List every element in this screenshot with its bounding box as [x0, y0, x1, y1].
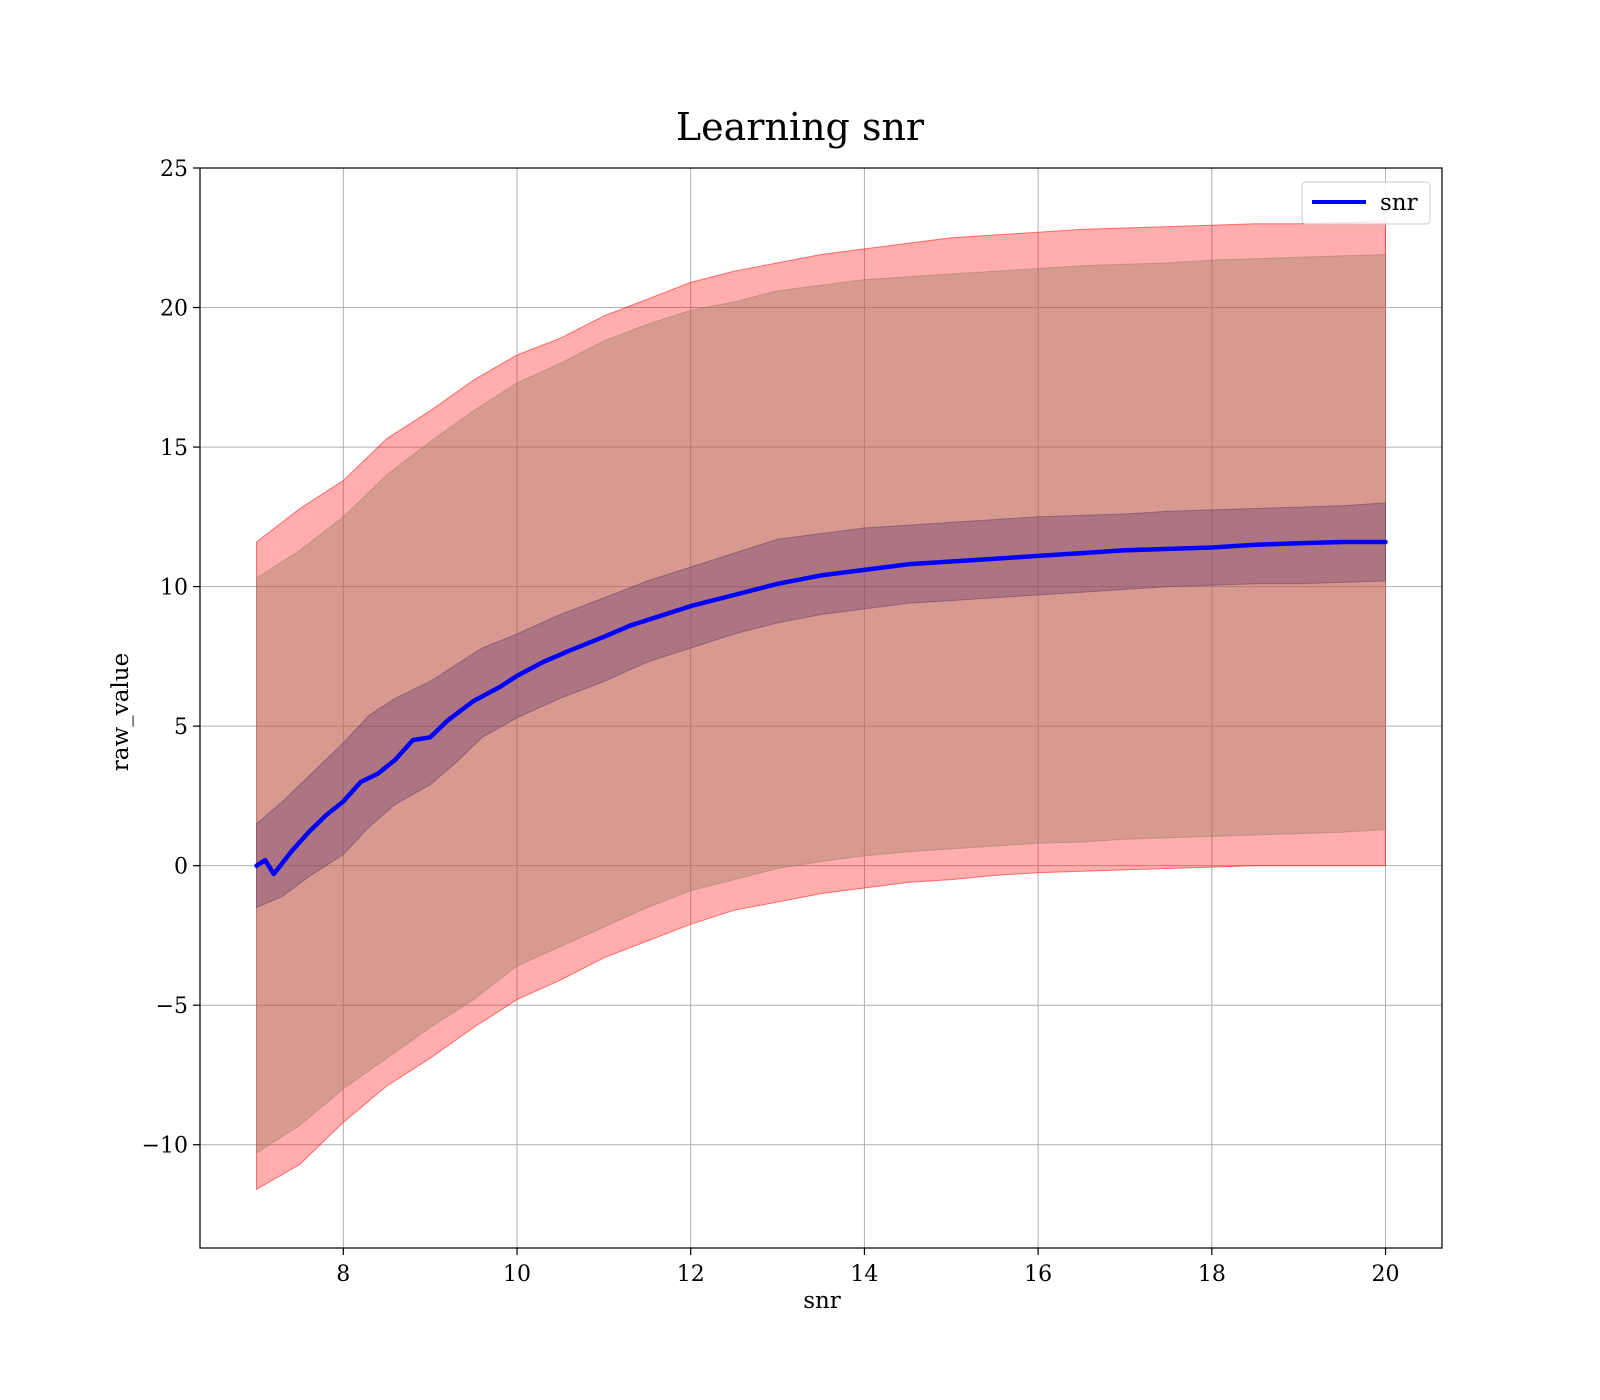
- chart-title: Learning snr: [676, 105, 925, 149]
- plot-frame: [199, 167, 1443, 1249]
- confidence-bands: [256, 220, 1386, 1191]
- plot-background: [200, 168, 1442, 1248]
- y-tick-label: 0: [174, 855, 188, 880]
- y-axis-label: raw_value: [108, 653, 134, 771]
- y-axis-ticks: −10 −5 0 5 10 15 20 25: [142, 157, 200, 1159]
- series-line-snr: [254, 539, 1388, 877]
- x-tick-label: 18: [1198, 1262, 1226, 1287]
- legend: snr: [1301, 181, 1431, 225]
- legend-label-snr: snr: [1380, 190, 1418, 216]
- x-tick-label: 16: [1024, 1262, 1052, 1287]
- x-axis-ticks: 8 10 12 14 16 18 20: [336, 1248, 1400, 1287]
- y-tick-label: 25: [160, 157, 188, 182]
- x-tick-label: 8: [336, 1262, 350, 1287]
- y-tick-label: 20: [160, 297, 188, 322]
- y-tick-label: 10: [160, 576, 188, 601]
- x-axis-label: snr: [803, 1288, 841, 1314]
- x-tick-label: 20: [1372, 1262, 1400, 1287]
- plot-area: [199, 167, 1443, 1249]
- band-outer: [256, 220, 1386, 1191]
- x-tick-label: 10: [503, 1262, 531, 1287]
- y-tick-label: 5: [174, 715, 188, 740]
- y-tick-label: −10: [142, 1134, 188, 1159]
- y-tick-label: −5: [156, 994, 188, 1019]
- x-tick-label: 14: [850, 1262, 878, 1287]
- x-tick-label: 12: [677, 1262, 705, 1287]
- y-tick-label: 15: [160, 436, 188, 461]
- band-middle: [256, 253, 1386, 1155]
- series-lines: [254, 539, 1388, 877]
